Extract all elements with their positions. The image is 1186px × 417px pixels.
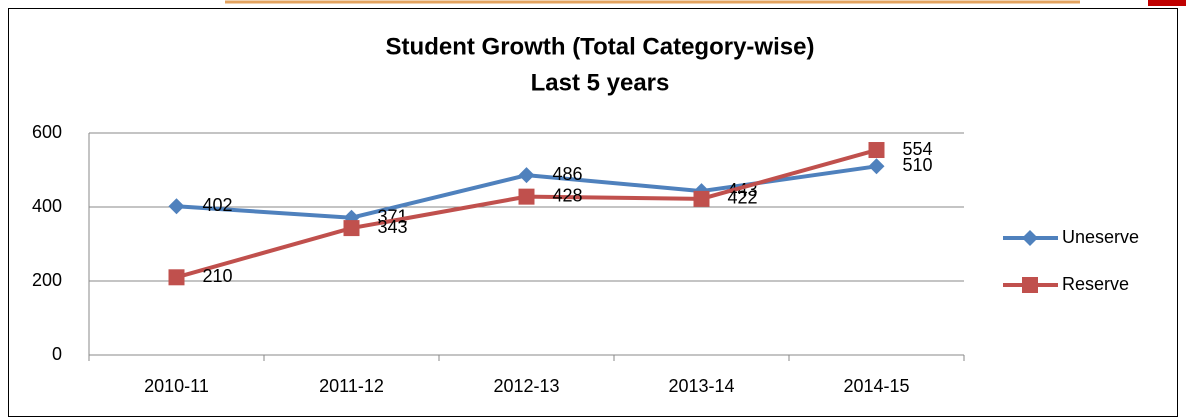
y-tick-label: 200 bbox=[32, 270, 62, 290]
chart-title: Student Growth (Total Category-wise) bbox=[386, 33, 815, 60]
point bbox=[868, 158, 885, 175]
data-label: 428 bbox=[553, 185, 583, 205]
x-tick-label: 2011-12 bbox=[319, 376, 384, 396]
data-label: 343 bbox=[378, 217, 408, 237]
point bbox=[1022, 230, 1038, 246]
point bbox=[168, 198, 185, 215]
legend-label: Uneserve bbox=[1062, 227, 1139, 247]
y-tick-label: 600 bbox=[32, 122, 62, 142]
point bbox=[868, 142, 885, 159]
data-label: 210 bbox=[203, 266, 233, 286]
point bbox=[693, 190, 710, 207]
data-label: 422 bbox=[728, 188, 758, 208]
data-label: 486 bbox=[553, 164, 583, 184]
data-label: 402 bbox=[203, 195, 233, 215]
corner-decoration bbox=[1148, 0, 1186, 6]
x-tick-label: 2012-13 bbox=[493, 376, 559, 396]
point bbox=[518, 188, 535, 205]
y-tick-label: 0 bbox=[52, 344, 62, 364]
x-tick-label: 2010-11 bbox=[144, 376, 209, 396]
point bbox=[343, 220, 360, 237]
data-label: 554 bbox=[903, 139, 933, 159]
legend-label: Reserve bbox=[1062, 274, 1129, 294]
chart-subtitle: Last 5 years bbox=[531, 69, 670, 96]
point bbox=[1022, 277, 1038, 293]
point bbox=[518, 167, 535, 184]
x-tick-label: 2013-14 bbox=[668, 376, 734, 396]
point bbox=[168, 269, 185, 286]
x-tick-label: 2014-15 bbox=[843, 376, 909, 396]
data-label: 510 bbox=[903, 155, 933, 175]
y-tick-label: 400 bbox=[32, 196, 62, 216]
